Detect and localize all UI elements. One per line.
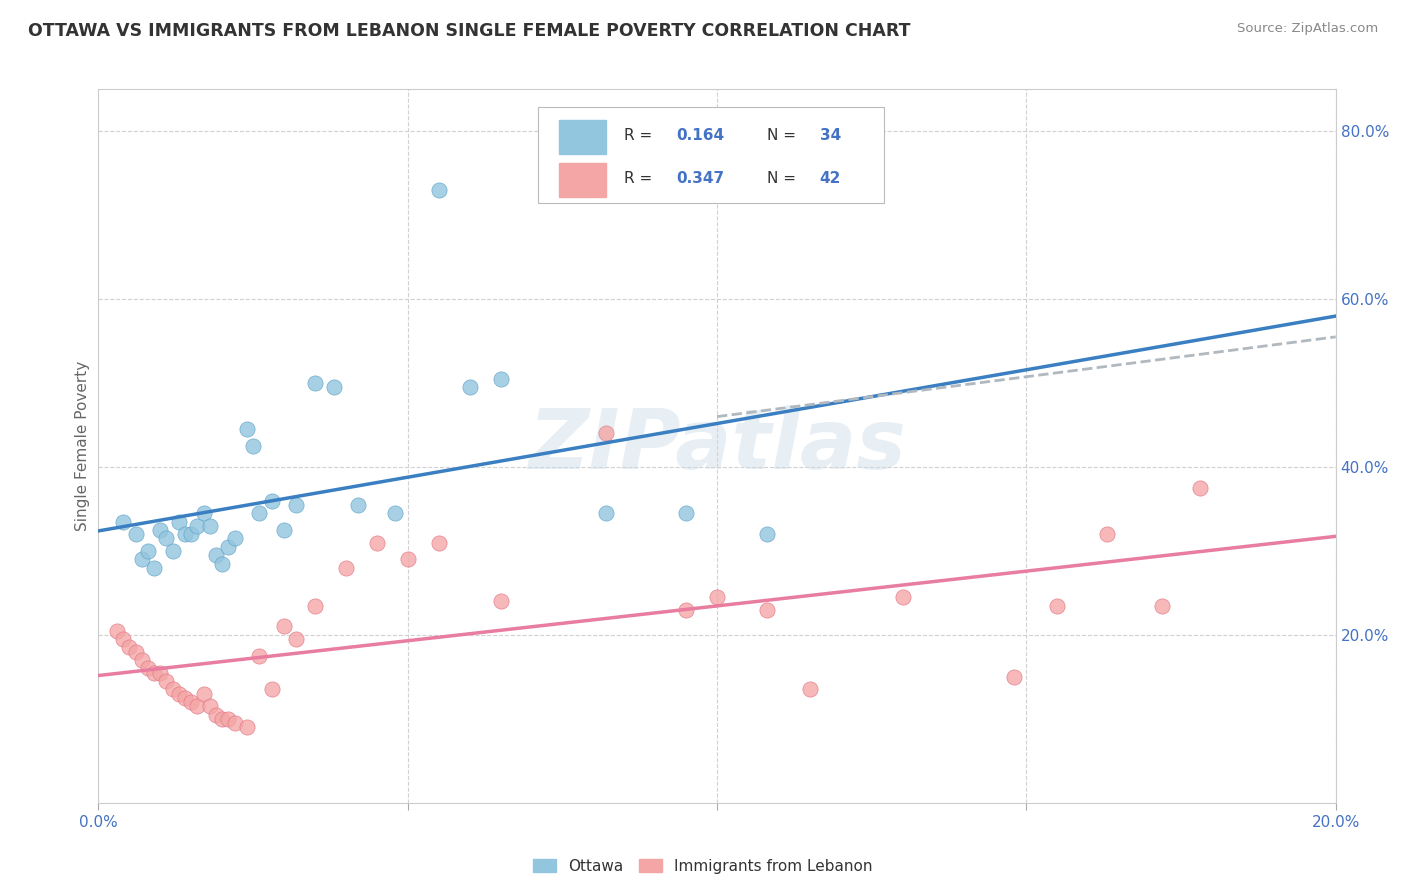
Point [891, 590, 914, 604]
Point [595, 426, 617, 441]
Point [242, 439, 264, 453]
Point [236, 422, 259, 436]
Text: ZIPatlas: ZIPatlas [529, 406, 905, 486]
Point [1188, 481, 1211, 495]
Point [675, 506, 697, 520]
Point [273, 523, 295, 537]
Point [285, 632, 308, 646]
Point [755, 527, 778, 541]
Text: N =: N = [766, 171, 800, 186]
Point [193, 506, 215, 520]
Text: 0.164: 0.164 [676, 128, 724, 143]
Point [260, 493, 283, 508]
FancyBboxPatch shape [537, 107, 884, 203]
Point [112, 632, 135, 646]
Point [224, 532, 246, 546]
Point [198, 518, 221, 533]
Point [211, 557, 233, 571]
Point [384, 506, 406, 520]
Point [247, 648, 270, 663]
Y-axis label: Single Female Poverty: Single Female Poverty [75, 361, 90, 531]
Point [193, 687, 215, 701]
Point [285, 498, 308, 512]
Point [366, 535, 388, 549]
Point [205, 707, 228, 722]
Point [273, 619, 295, 633]
Legend: Ottawa, Immigrants from Lebanon: Ottawa, Immigrants from Lebanon [527, 853, 879, 880]
Bar [558, 163, 606, 197]
Point [427, 535, 450, 549]
Point [396, 552, 419, 566]
Point [124, 527, 146, 541]
Point [211, 712, 233, 726]
Point [105, 624, 128, 638]
Text: R =: R = [624, 171, 658, 186]
Point [1002, 670, 1025, 684]
Text: N =: N = [766, 128, 800, 143]
Point [174, 527, 197, 541]
Bar [558, 120, 606, 154]
Point [124, 645, 146, 659]
Point [180, 695, 202, 709]
Point [799, 682, 821, 697]
Point [155, 674, 177, 689]
Text: OTTAWA VS IMMIGRANTS FROM LEBANON SINGLE FEMALE POVERTY CORRELATION CHART: OTTAWA VS IMMIGRANTS FROM LEBANON SINGLE… [28, 22, 911, 40]
Point [706, 590, 728, 604]
Point [489, 372, 512, 386]
Point [755, 603, 778, 617]
Point [1152, 599, 1174, 613]
Point [136, 544, 159, 558]
Text: R =: R = [624, 128, 658, 143]
Point [136, 661, 159, 675]
Point [236, 720, 259, 734]
Point [347, 498, 370, 512]
Text: 0.347: 0.347 [676, 171, 724, 186]
Point [217, 712, 239, 726]
Point [260, 682, 283, 697]
Point [224, 716, 246, 731]
Point [1095, 527, 1118, 541]
Point [217, 540, 239, 554]
Point [198, 699, 221, 714]
Point [162, 682, 184, 697]
Text: Source: ZipAtlas.com: Source: ZipAtlas.com [1237, 22, 1378, 36]
Point [675, 603, 697, 617]
Point [180, 527, 202, 541]
Point [458, 380, 481, 394]
Point [162, 544, 184, 558]
Point [335, 560, 357, 574]
Point [186, 518, 208, 533]
Point [112, 515, 135, 529]
Point [174, 690, 197, 705]
Text: 34: 34 [820, 128, 841, 143]
Point [595, 506, 617, 520]
Point [186, 699, 208, 714]
Point [1046, 599, 1069, 613]
Point [131, 552, 153, 566]
Point [167, 687, 190, 701]
Point [247, 506, 270, 520]
Point [427, 183, 450, 197]
Text: 42: 42 [820, 171, 841, 186]
Point [304, 599, 326, 613]
Point [118, 640, 141, 655]
Point [143, 665, 166, 680]
Point [304, 376, 326, 390]
Point [489, 594, 512, 608]
Point [143, 560, 166, 574]
Point [205, 548, 228, 562]
Point [149, 523, 172, 537]
Point [131, 653, 153, 667]
Point [322, 380, 344, 394]
Point [155, 532, 177, 546]
Point [167, 515, 190, 529]
Point [149, 665, 172, 680]
